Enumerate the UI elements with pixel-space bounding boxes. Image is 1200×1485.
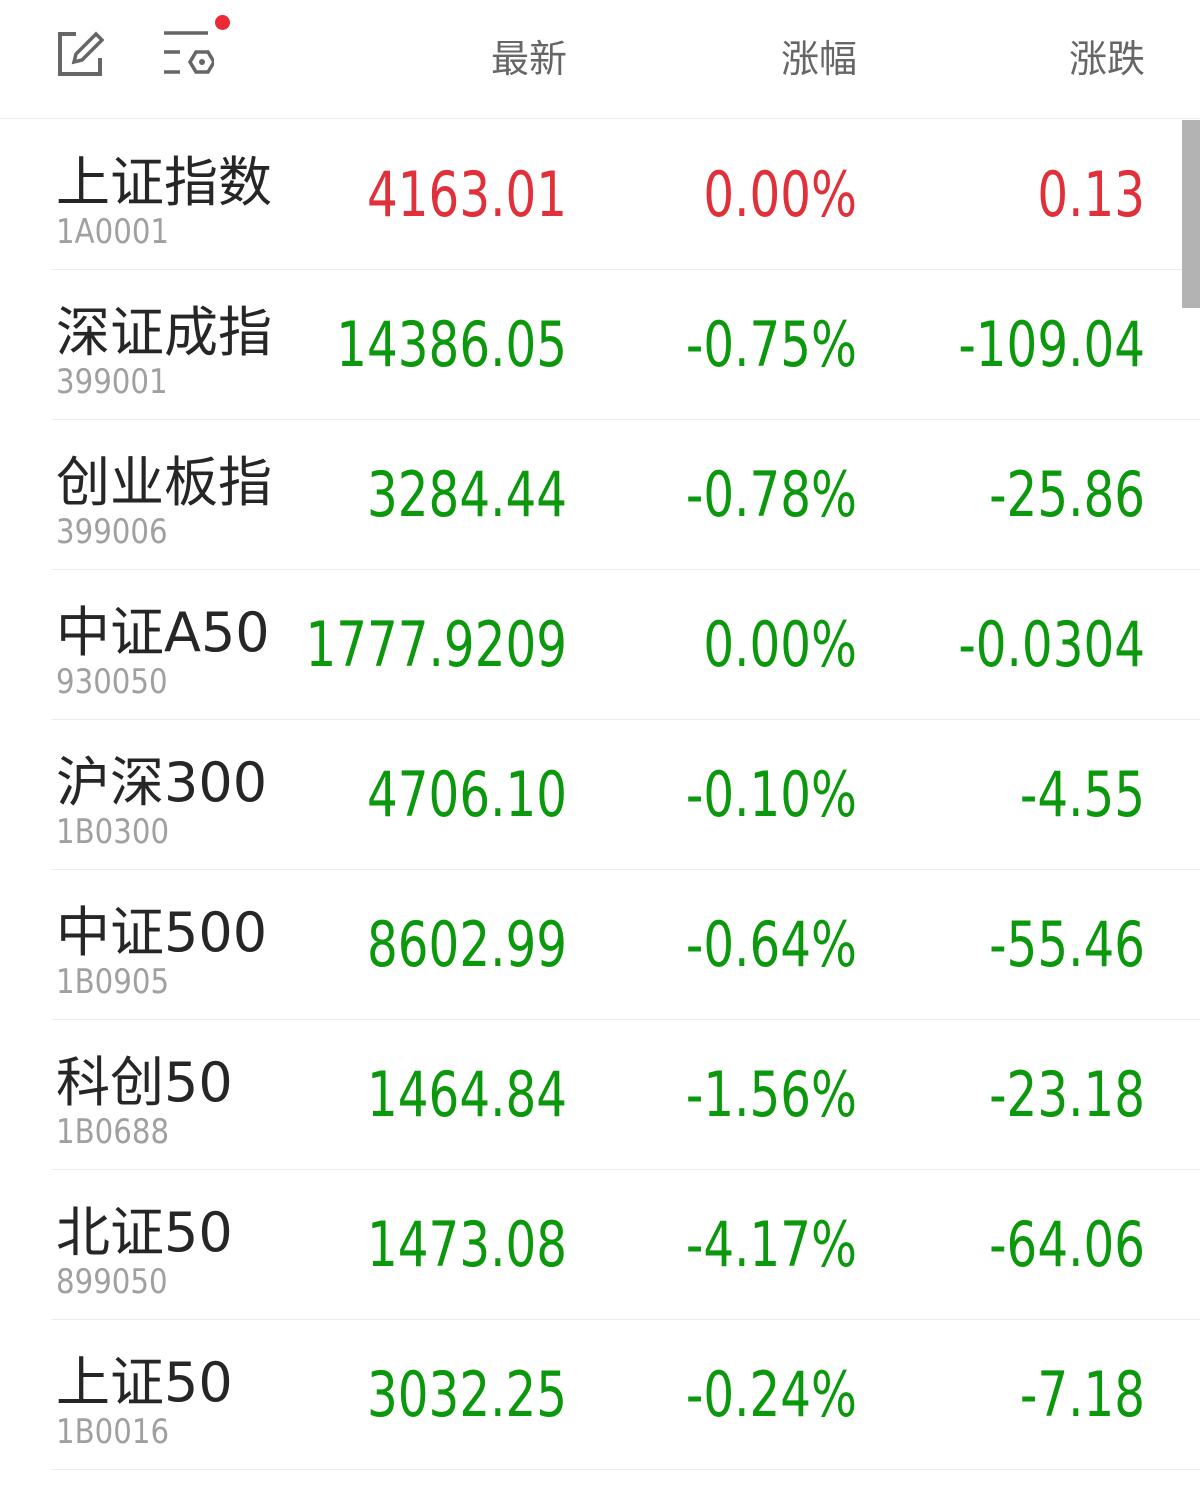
change-pct: 0.00% bbox=[703, 608, 857, 681]
row-divider bbox=[52, 1019, 1200, 1020]
last-price: 1777.9209 bbox=[305, 608, 567, 681]
row-divider bbox=[52, 1169, 1200, 1170]
row-divider bbox=[52, 419, 1200, 420]
index-row[interactable]: 中证500 1B0905 8602.99 -0.64% -55.46 bbox=[0, 870, 1200, 1020]
column-header-change-pct[interactable]: 涨幅 bbox=[780, 37, 857, 81]
last-price: 14386.05 bbox=[336, 308, 567, 381]
change-pct: -0.10% bbox=[685, 758, 857, 831]
change-pct: -0.64% bbox=[685, 908, 857, 981]
index-row[interactable]: 北证50 899050 1473.08 -4.17% -64.06 bbox=[0, 1170, 1200, 1320]
index-code: 1B0300 bbox=[56, 812, 170, 852]
index-name: 深证成指 bbox=[56, 301, 272, 364]
column-header-last[interactable]: 最新 bbox=[490, 37, 567, 81]
last-price: 1473.08 bbox=[367, 1208, 567, 1281]
index-code: 1B0688 bbox=[56, 1112, 170, 1152]
index-name: 科创50 bbox=[56, 1051, 233, 1114]
index-name: 中证A50 bbox=[56, 601, 270, 664]
index-row[interactable]: 上证指数 1A0001 4163.01 0.00% 0.13 bbox=[0, 120, 1200, 270]
last-price: 4706.10 bbox=[367, 758, 567, 831]
row-divider bbox=[52, 269, 1200, 270]
row-divider bbox=[52, 1319, 1200, 1320]
edit-icon[interactable] bbox=[56, 30, 104, 78]
change-value: 0.13 bbox=[1037, 158, 1145, 231]
last-price: 4163.01 bbox=[367, 158, 567, 231]
index-name: 北证50 bbox=[56, 1201, 233, 1264]
last-price: 3032.25 bbox=[367, 1358, 567, 1431]
change-pct: 0.00% bbox=[703, 158, 857, 231]
row-divider bbox=[52, 1469, 1200, 1470]
last-price: 1464.84 bbox=[367, 1058, 567, 1131]
last-price: 8602.99 bbox=[367, 908, 567, 981]
index-code: 1A0001 bbox=[56, 212, 170, 252]
change-value: -109.04 bbox=[958, 308, 1145, 381]
index-row[interactable]: 沪深300 1B0300 4706.10 -0.10% -4.55 bbox=[0, 720, 1200, 870]
change-value: -4.55 bbox=[1019, 758, 1145, 831]
index-row[interactable]: 创业板指 399006 3284.44 -0.78% -25.86 bbox=[0, 420, 1200, 570]
index-code: 399006 bbox=[56, 512, 168, 552]
notification-dot bbox=[215, 15, 230, 30]
header: 最新 涨幅 涨跌 bbox=[0, 0, 1200, 119]
index-row[interactable]: 中证A50 930050 1777.9209 0.00% -0.0304 bbox=[0, 570, 1200, 720]
index-row[interactable]: 深证成指 399001 14386.05 -0.75% -109.04 bbox=[0, 270, 1200, 420]
index-name: 创业板指 bbox=[56, 451, 272, 514]
change-pct: -0.78% bbox=[685, 458, 857, 531]
change-value: -23.18 bbox=[989, 1058, 1145, 1131]
index-name: 上证50 bbox=[56, 1351, 233, 1414]
change-value: -64.06 bbox=[989, 1208, 1145, 1281]
last-price: 3284.44 bbox=[367, 458, 567, 531]
index-code: 1B0905 bbox=[56, 962, 170, 1002]
index-name: 上证指数 bbox=[56, 151, 272, 214]
index-name: 沪深300 bbox=[56, 751, 268, 814]
row-divider bbox=[52, 869, 1200, 870]
scrollbar[interactable] bbox=[1182, 120, 1200, 308]
row-divider bbox=[52, 719, 1200, 720]
change-pct: -0.75% bbox=[685, 308, 857, 381]
change-value: -0.0304 bbox=[958, 608, 1145, 681]
settings-filter-icon[interactable] bbox=[162, 30, 214, 78]
index-code: 1B0016 bbox=[56, 1412, 170, 1452]
index-row[interactable]: 科创50 1B0688 1464.84 -1.56% -23.18 bbox=[0, 1020, 1200, 1170]
index-code: 399001 bbox=[56, 362, 168, 402]
row-divider bbox=[52, 569, 1200, 570]
change-value: -55.46 bbox=[989, 908, 1145, 981]
change-pct: -4.17% bbox=[685, 1208, 857, 1281]
index-row[interactable]: 上证50 1B0016 3032.25 -0.24% -7.18 bbox=[0, 1320, 1200, 1470]
index-name: 中证500 bbox=[56, 901, 268, 964]
change-value: -25.86 bbox=[989, 458, 1145, 531]
change-pct: -0.24% bbox=[685, 1358, 857, 1431]
index-code: 899050 bbox=[56, 1262, 168, 1302]
column-header-change[interactable]: 涨跌 bbox=[1068, 37, 1145, 81]
change-pct: -1.56% bbox=[685, 1058, 857, 1131]
index-code: 930050 bbox=[56, 662, 168, 702]
change-value: -7.18 bbox=[1019, 1358, 1145, 1431]
